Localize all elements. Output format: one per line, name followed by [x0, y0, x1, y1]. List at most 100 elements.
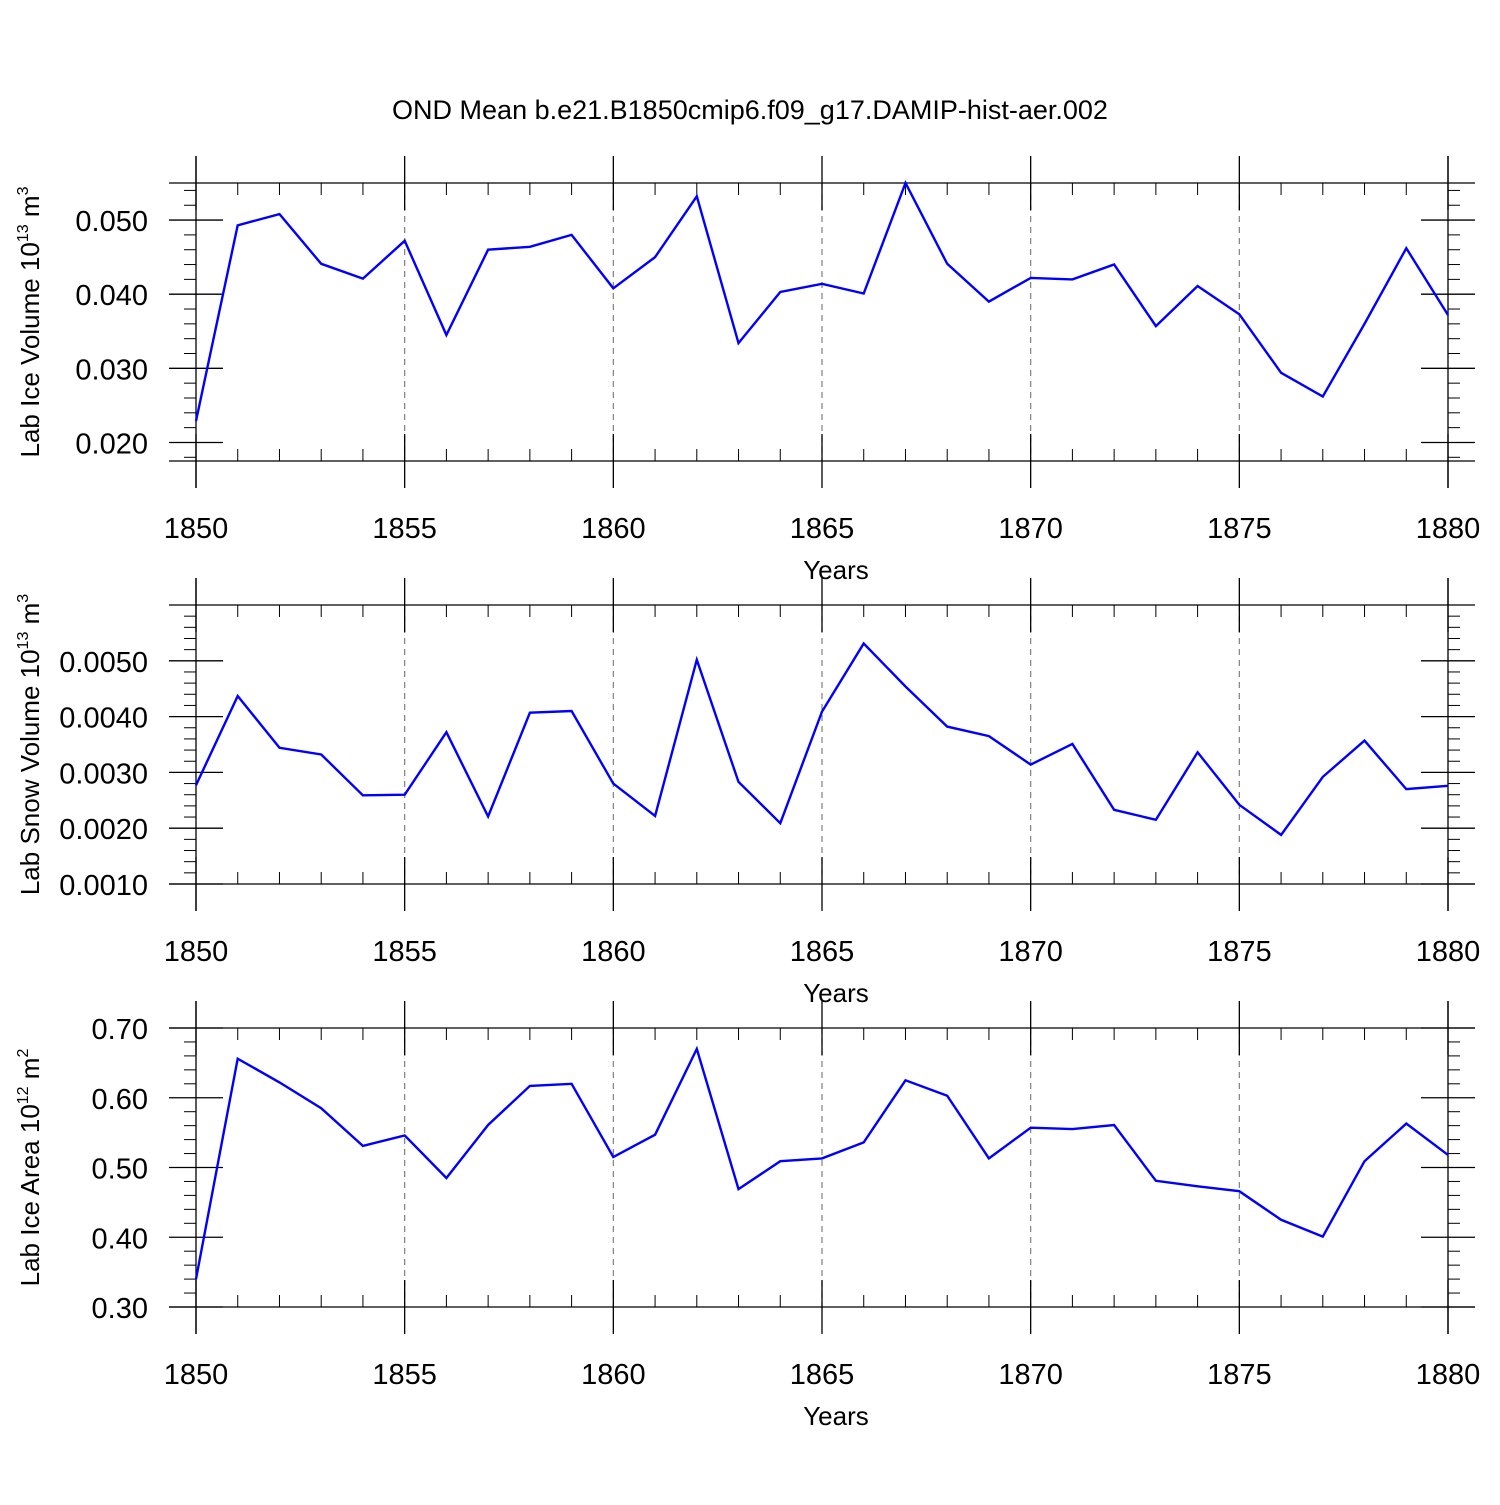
- data-point: [362, 277, 364, 279]
- data-point: [1113, 1124, 1115, 1126]
- data-point: [1280, 372, 1282, 374]
- y-axis-title: Lab Ice Area 1012 m2: [15, 1049, 45, 1287]
- data-point: [654, 256, 656, 258]
- data-point: [320, 1107, 322, 1109]
- lab-ice-area-series-line: [194, 1045, 1449, 1280]
- data-point: [1113, 263, 1115, 265]
- y-tick-label: 0.70: [92, 1014, 148, 1046]
- x-tick-label: 1875: [1207, 513, 1272, 545]
- y-axis-title-text: Lab Ice Area 10: [15, 1104, 45, 1286]
- lab-ice-volume-series-line: [194, 180, 1450, 422]
- data-point: [320, 263, 322, 265]
- y-tick-label: 0.60: [92, 1084, 148, 1116]
- y-axis-title-unit: m: [15, 195, 45, 224]
- data-point: [237, 1057, 239, 1059]
- data-point: [612, 1156, 614, 1158]
- data-point: [1363, 739, 1365, 741]
- data-point: [445, 334, 447, 336]
- data-point: [570, 1083, 572, 1085]
- data-point: [278, 1081, 280, 1083]
- data-point: [904, 685, 906, 687]
- x-tick-label: 1875: [1207, 1359, 1272, 1391]
- data-point: [1029, 763, 1031, 765]
- data-point: [863, 642, 865, 644]
- data-point: [529, 711, 531, 713]
- x-tick-label: 1880: [1416, 1359, 1481, 1391]
- x-tick-label: 1855: [372, 936, 437, 968]
- data-point: [737, 342, 739, 344]
- data-point: [946, 1094, 948, 1096]
- x-tick-label: 1880: [1416, 936, 1481, 968]
- data-point: [779, 291, 781, 293]
- data-point: [403, 240, 405, 242]
- x-tick-label: 1850: [164, 1359, 229, 1391]
- data-point: [237, 224, 239, 226]
- data-point: [529, 1085, 531, 1087]
- data-point: [779, 822, 781, 824]
- lab-ice-area-panel: 1850 1855 1860 1865 1870 1875 1880 0.30 0.40 0.50…: [15, 1001, 1480, 1431]
- data-point: [696, 195, 698, 197]
- x-tick-label: 1850: [164, 936, 229, 968]
- y-tick-label: 0.0020: [59, 814, 148, 846]
- data-point: [1447, 1154, 1449, 1156]
- y-tick-label: 0.020: [75, 428, 148, 460]
- data-point: [821, 710, 823, 712]
- data-point: [487, 815, 489, 817]
- y-tick-label: 0.0030: [59, 758, 148, 790]
- data-point: [863, 1141, 865, 1143]
- data-point: [1405, 788, 1407, 790]
- data-point: [1029, 277, 1031, 279]
- y-axis-title-unit: m: [15, 603, 45, 632]
- data-point: [904, 1079, 906, 1081]
- data-point: [654, 815, 656, 817]
- y-tick-label: 0.30: [92, 1293, 148, 1325]
- data-point: [1405, 247, 1407, 249]
- data-point: [821, 1157, 823, 1159]
- lab-snow-volume-panel: 1850 1855 1860 1865 1870 1875 1880 0.0010 0.0020…: [15, 578, 1480, 1008]
- data-point: [696, 658, 698, 660]
- data-point: [1196, 285, 1198, 287]
- y-tick-label: 0.040: [75, 280, 148, 312]
- x-tick-label: 1865: [790, 1359, 855, 1391]
- data-point: [696, 1048, 698, 1050]
- data-point: [654, 1134, 656, 1136]
- data-point: [1071, 1128, 1073, 1130]
- data-point: [403, 1134, 405, 1136]
- data-point: [1029, 1127, 1031, 1129]
- data-point: [570, 710, 572, 712]
- data-point: [1113, 809, 1115, 811]
- data-point: [195, 420, 197, 422]
- y-axis-title-unit-exponent: 3: [15, 594, 32, 603]
- data-point: [1196, 751, 1198, 753]
- data-point: [821, 283, 823, 285]
- y-axis-title-unit-exponent: 3: [15, 186, 32, 195]
- data-point: [278, 747, 280, 749]
- x-axis-title: Years: [803, 978, 869, 1008]
- x-tick-label: 1865: [790, 936, 855, 968]
- x-axis-title: Years: [803, 1401, 869, 1431]
- data-point: [1405, 1122, 1407, 1124]
- data-point: [320, 753, 322, 755]
- data-point: [362, 1145, 364, 1147]
- data-point: [1238, 313, 1240, 315]
- x-tick-label: 1870: [998, 936, 1063, 968]
- data-point: [988, 1157, 990, 1159]
- data-point: [195, 1278, 197, 1280]
- x-tick-label: 1860: [581, 1359, 646, 1391]
- data-point: [487, 1124, 489, 1126]
- x-tick-label: 1850: [164, 513, 229, 545]
- y-tick-label: 0.030: [75, 354, 148, 386]
- data-point: [1322, 776, 1324, 778]
- data-point: [737, 781, 739, 783]
- data-point: [362, 794, 364, 796]
- data-point: [1155, 1180, 1157, 1182]
- data-point: [1280, 834, 1282, 836]
- y-tick-label: 0.50: [92, 1154, 148, 1186]
- y-axis-title-unit: m: [15, 1058, 45, 1087]
- data-point: [445, 731, 447, 733]
- data-point: [445, 1177, 447, 1179]
- data-point: [779, 1160, 781, 1162]
- data-point: [612, 287, 614, 289]
- data-point: [487, 249, 489, 251]
